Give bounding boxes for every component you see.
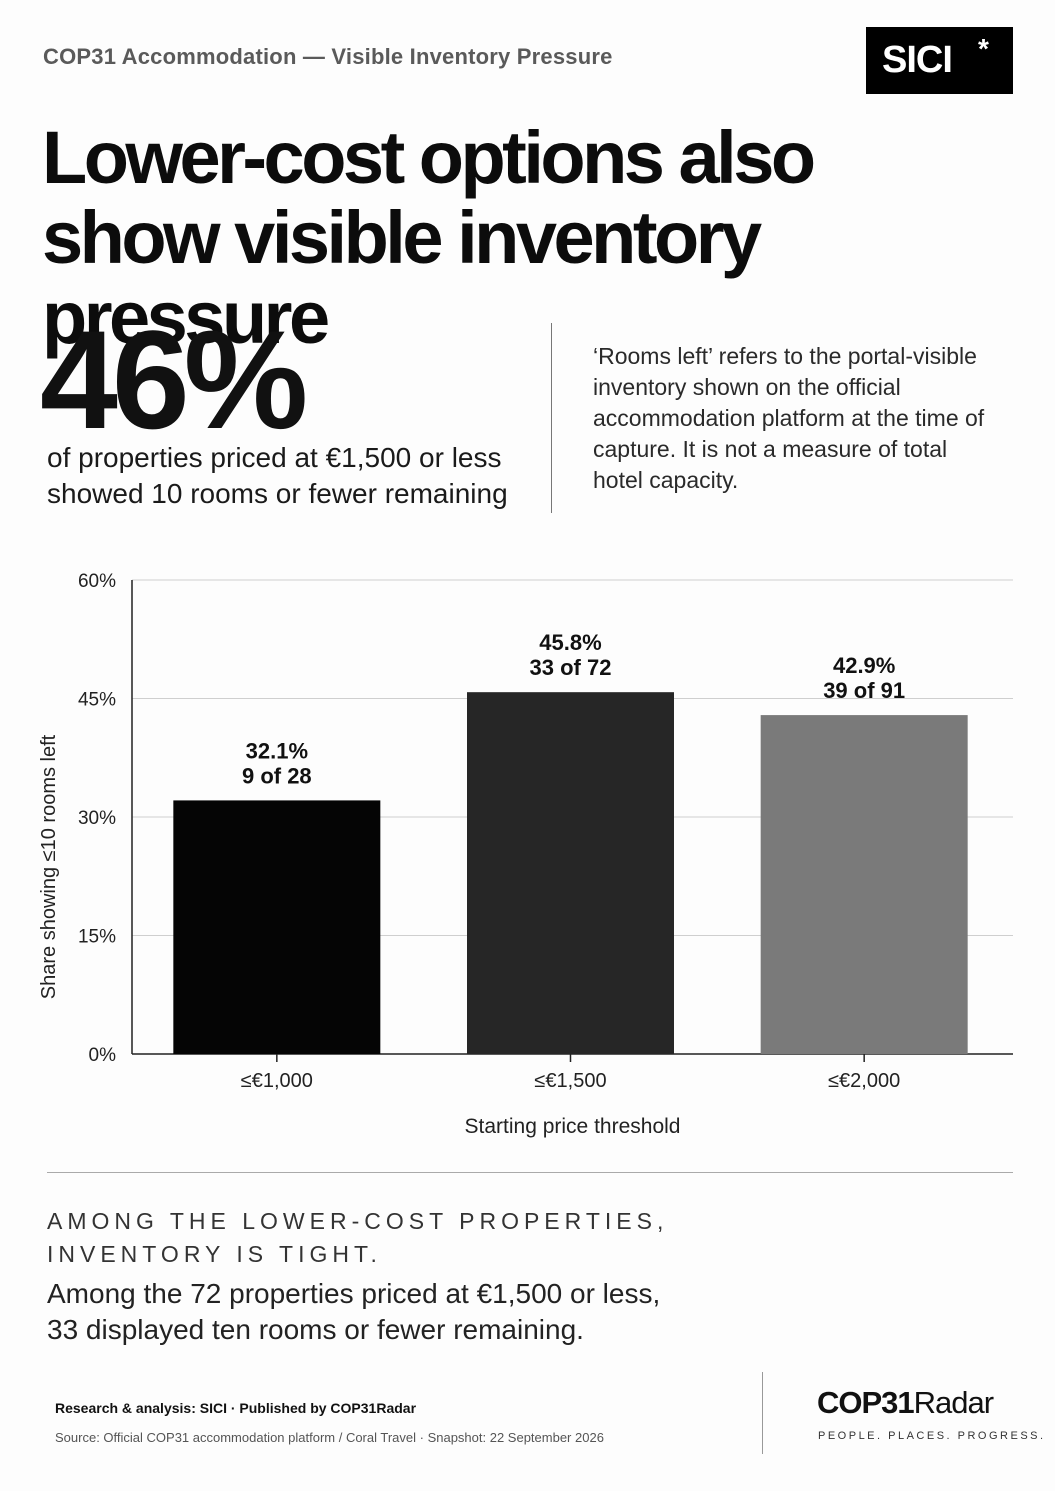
logo-light: Radar bbox=[913, 1385, 994, 1420]
sici-logo-mark: * bbox=[978, 33, 989, 64]
data-label-count: 9 of 28 bbox=[242, 763, 312, 788]
bar-chart: 0% 15% 30% 45% 60% ≤€1,000 32.1%9 of 28 ≤€1,500… bbox=[38, 571, 1013, 1138]
footer-credit: Research & analysis: SICI · Published by… bbox=[55, 1400, 417, 1416]
summary-line-2: 33 displayed ten rooms or fewer remainin… bbox=[47, 1314, 584, 1345]
eyebrow-line-1: AMONG THE LOWER-COST PROPERTIES, bbox=[47, 1208, 669, 1234]
data-label-count: 33 of 72 bbox=[530, 655, 612, 680]
x-tick-label: ≤€1,500 bbox=[534, 1070, 606, 1092]
footer-source: Source: Official COP31 accommodation pla… bbox=[55, 1430, 604, 1445]
bar bbox=[467, 692, 674, 1054]
y-tick-label: 45% bbox=[78, 690, 116, 711]
big-stat-value: 46% bbox=[40, 301, 308, 458]
y-tick-label: 60% bbox=[78, 571, 116, 592]
summary-line-1: Among the 72 properties priced at €1,500… bbox=[47, 1278, 661, 1309]
definition-note: ‘Rooms left’ refers to the portal-visibl… bbox=[593, 343, 985, 493]
data-label-value: 45.8% bbox=[539, 630, 601, 655]
y-tick-label: 30% bbox=[78, 808, 116, 829]
headline-line-1: Lower-cost options also bbox=[42, 116, 816, 199]
bar bbox=[173, 800, 381, 1054]
sici-logo: SICI * bbox=[866, 27, 1013, 94]
data-label-count: 39 of 91 bbox=[823, 678, 905, 703]
x-tick-label: ≤€1,000 bbox=[241, 1070, 313, 1092]
section-divider bbox=[47, 1172, 1013, 1173]
bar bbox=[760, 715, 968, 1054]
y-tick-label: 0% bbox=[89, 1045, 117, 1066]
logo-bold: COP31 bbox=[817, 1385, 915, 1420]
cop31radar-logo: COP31Radar bbox=[817, 1385, 994, 1421]
sici-logo-text: SICI bbox=[882, 39, 953, 81]
data-label-value: 32.1% bbox=[246, 738, 308, 763]
x-tick-label: ≤€2,000 bbox=[828, 1070, 900, 1092]
summary-body: Among the 72 properties priced at €1,500… bbox=[47, 1276, 747, 1348]
big-stat-description: of properties priced at €1,500 or less s… bbox=[47, 440, 537, 512]
x-axis-title: Starting price threshold bbox=[465, 1115, 681, 1138]
y-axis-title: Share showing ≤10 rooms left bbox=[38, 734, 60, 999]
divider bbox=[551, 323, 552, 513]
eyebrow-line-2: INVENTORY IS TIGHT. bbox=[47, 1241, 382, 1267]
headline-line-2: show visible inventory pressure bbox=[42, 196, 762, 359]
stat-desc-line-2: showed 10 rooms or fewer remaining bbox=[47, 478, 508, 509]
header-kicker: COP31 Accommodation — Visible Inventory … bbox=[43, 44, 613, 69]
summary-eyebrow: AMONG THE LOWER-COST PROPERTIES, INVENTO… bbox=[47, 1205, 747, 1271]
footer-tagline: PEOPLE. PLACES. PROGRESS. bbox=[818, 1430, 1046, 1442]
y-tick-label: 15% bbox=[78, 927, 116, 948]
data-label-value: 42.9% bbox=[833, 653, 895, 678]
footer-divider bbox=[762, 1372, 763, 1454]
headline: Lower-cost options also show visible inv… bbox=[42, 118, 1032, 358]
stat-desc-line-1: of properties priced at €1,500 or less bbox=[47, 442, 502, 473]
